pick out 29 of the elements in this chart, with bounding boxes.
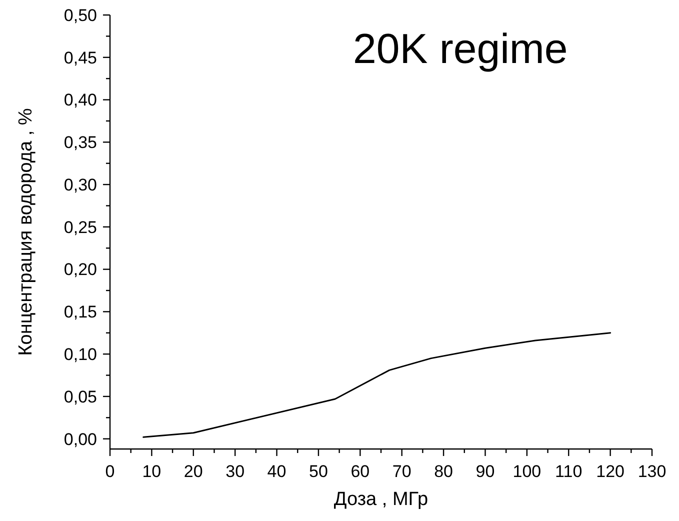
x-tick-label: 0 <box>105 462 115 481</box>
x-tick-label: 90 <box>476 462 495 481</box>
x-tick-label: 120 <box>596 462 624 481</box>
x-tick-label: 20 <box>184 462 203 481</box>
x-tick-label: 80 <box>434 462 453 481</box>
y-tick-label: 0,25 <box>64 218 97 237</box>
x-tick-label: 70 <box>392 462 412 481</box>
y-tick-label: 0,10 <box>64 345 97 364</box>
x-axis-title: Доза , МГр <box>334 489 428 510</box>
y-tick-label: 0,40 <box>64 90 97 110</box>
y-tick-label: 0,00 <box>64 430 97 449</box>
x-tick-label: 60 <box>350 462 370 481</box>
x-tick-label: 50 <box>309 462 328 481</box>
x-tick-label: 40 <box>267 462 286 481</box>
line-series <box>142 332 612 438</box>
x-tick-label: 110 <box>555 462 582 481</box>
chart-title: 20K regime <box>353 25 568 72</box>
x-tick-label: 30 <box>226 462 245 481</box>
x-tick-label: 130 <box>638 462 666 481</box>
x-tick-label: 10 <box>142 462 162 481</box>
y-tick-label: 0,30 <box>64 175 97 194</box>
y-tick-label: 0,15 <box>64 302 97 322</box>
y-tick-label: 0,35 <box>64 133 97 152</box>
x-tick-label: 100 <box>512 462 542 481</box>
y-tick-label: 0,05 <box>64 387 97 406</box>
y-tick-label: 0,20 <box>64 260 97 280</box>
y-tick-label: 0,45 <box>64 48 97 68</box>
y-tick-label: 0,50 <box>64 6 97 25</box>
y-axis-title: Концентрация водорода , % <box>16 108 37 356</box>
